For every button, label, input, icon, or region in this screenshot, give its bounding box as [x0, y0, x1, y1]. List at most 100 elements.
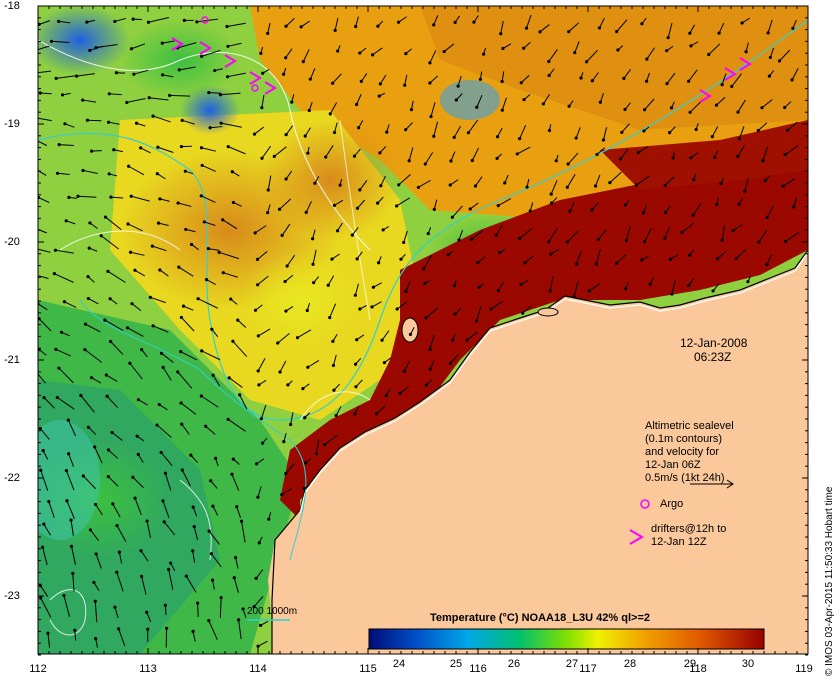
lon-label: 116	[469, 663, 487, 675]
velocity-vector-head	[547, 128, 552, 133]
velocity-vector-head	[179, 315, 184, 320]
velocity-vector-head	[335, 229, 340, 233]
velocity-vector	[285, 125, 294, 135]
velocity-vector	[159, 404, 168, 411]
velocity-vector-head	[54, 347, 58, 351]
velocity-vector	[131, 195, 150, 202]
velocity-vector-head	[73, 628, 77, 632]
velocity-vector-head	[522, 46, 526, 50]
velocity-vector-head	[574, 136, 578, 140]
velocity-vector	[177, 371, 193, 389]
velocity-vector-head	[736, 154, 740, 158]
velocity-vector	[305, 200, 312, 213]
velocity-vector	[424, 152, 434, 165]
velocity-vector	[211, 553, 222, 568]
velocity-vector-head	[106, 269, 110, 273]
velocity-vector-head	[103, 215, 108, 219]
velocity-vector-head	[113, 19, 117, 24]
velocity-vector	[239, 394, 248, 410]
legend-isobath-label: 200 1000m	[247, 606, 298, 617]
velocity-vector-head	[139, 146, 143, 150]
velocity-vector-head	[711, 289, 715, 293]
velocity-vector	[475, 176, 483, 187]
velocity-vector	[500, 21, 504, 34]
velocity-vector-head	[783, 105, 787, 110]
velocity-vector-head	[428, 367, 432, 371]
velocity-vector	[285, 17, 295, 27]
velocity-vector-head	[150, 244, 154, 248]
velocity-vector-head	[640, 258, 644, 262]
velocity-vector-head	[272, 154, 276, 158]
velocity-vector-head	[210, 578, 215, 582]
velocity-vector-head	[200, 54, 204, 59]
velocity-vector-head	[38, 584, 43, 588]
velocity-vector	[220, 122, 242, 128]
velocity-vector-head	[521, 311, 525, 315]
velocity-vector-head	[665, 81, 669, 86]
velocity-vector-head	[598, 100, 602, 104]
velocity-vector	[201, 164, 216, 172]
velocity-vector	[146, 612, 152, 623]
velocity-vector-head	[199, 146, 204, 150]
velocity-vector	[58, 367, 74, 384]
velocity-vector-head	[448, 183, 452, 187]
velocity-vector	[517, 146, 531, 155]
velocity-vector-head	[503, 181, 507, 185]
velocity-vector	[357, 199, 366, 209]
velocity-vector-head	[132, 72, 136, 76]
velocity-vector	[70, 520, 74, 536]
legend-drifter-line: 12-Jan 12Z	[651, 536, 707, 548]
velocity-vector	[152, 115, 171, 123]
velocity-vector	[784, 145, 799, 156]
velocity-vector	[644, 98, 655, 111]
velocity-vector	[279, 198, 292, 210]
velocity-vector	[201, 147, 217, 152]
velocity-vector	[211, 328, 219, 338]
velocity-vector-head	[79, 393, 83, 398]
velocity-vector	[354, 283, 359, 296]
velocity-vector-head	[28, 50, 31, 53]
velocity-vector-head	[158, 268, 162, 272]
velocity-vector	[64, 301, 77, 308]
velocity-vector	[38, 197, 50, 203]
velocity-vector-head	[404, 128, 408, 132]
velocity-vector-head	[359, 79, 363, 83]
velocity-vector-head	[399, 257, 403, 261]
velocity-vector-head	[358, 307, 362, 311]
velocity-vector	[408, 147, 414, 161]
velocity-vector-head	[114, 71, 119, 75]
velocity-vector	[116, 525, 127, 542]
velocity-vector-head	[547, 59, 551, 64]
velocity-vector-head	[307, 108, 311, 113]
velocity-vector-head	[737, 202, 741, 206]
velocity-vector	[372, 47, 383, 56]
velocity-vector-head	[217, 250, 221, 254]
velocity-vector-head	[596, 237, 601, 242]
velocity-vector	[767, 19, 773, 34]
velocity-vector-head	[687, 79, 691, 83]
velocity-vector	[737, 99, 746, 113]
velocity-vector	[498, 281, 504, 291]
velocity-vector	[109, 93, 122, 96]
velocity-vector-head	[665, 49, 669, 53]
velocity-vector-head	[579, 76, 583, 80]
velocity-vector	[56, 75, 76, 79]
velocity-vector	[208, 530, 220, 545]
velocity-vector	[334, 17, 339, 31]
velocity-vector-head	[593, 184, 598, 188]
map-date: 12-Jan-2008	[680, 336, 748, 350]
velocity-vector-head	[158, 197, 162, 201]
velocity-vector	[589, 283, 601, 292]
velocity-vector-head	[468, 207, 472, 211]
velocity-vector-head	[207, 618, 211, 623]
velocity-vector-head	[501, 46, 505, 51]
velocity-vector-head	[451, 338, 455, 342]
velocity-vector	[261, 145, 272, 159]
velocity-vector-head	[200, 163, 204, 168]
velocity-vector-head	[226, 44, 230, 48]
velocity-vector-head	[71, 571, 75, 575]
velocity-vector-head	[145, 610, 149, 614]
velocity-vector-head	[666, 36, 670, 40]
velocity-vector-head	[550, 201, 554, 205]
velocity-vector	[40, 92, 52, 95]
